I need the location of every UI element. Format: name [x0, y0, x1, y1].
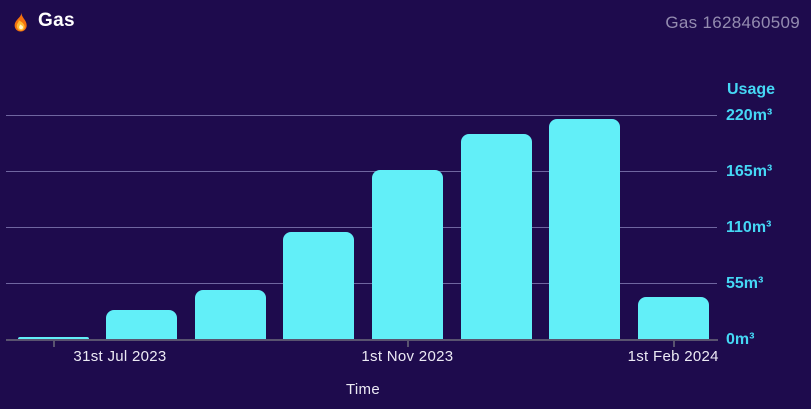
page-title: Gas [38, 10, 75, 31]
gridline [6, 227, 717, 228]
x-axis-title: Time [346, 381, 380, 398]
x-tick-mark [407, 341, 409, 347]
x-axis-line [6, 339, 718, 341]
y-tick-label: 110m³ [726, 219, 772, 236]
usage-bar[interactable] [283, 232, 354, 339]
gridline [6, 171, 717, 172]
y-tick-label: 220m³ [726, 107, 773, 124]
x-tick-mark [673, 341, 675, 347]
usage-bar[interactable] [18, 337, 89, 339]
x-tick-label: 1st Nov 2023 [361, 348, 454, 365]
gridline [6, 115, 717, 116]
widget-header: Gas Gas 1628460509 [0, 0, 811, 44]
y-tick-label: 55m³ [726, 275, 764, 292]
usage-bar[interactable] [461, 134, 532, 339]
usage-bar[interactable] [638, 297, 709, 339]
usage-bar[interactable] [106, 310, 177, 339]
x-tick-mark [53, 341, 55, 347]
usage-bar[interactable] [372, 170, 443, 339]
gridline [6, 283, 717, 284]
usage-bar[interactable] [549, 119, 620, 339]
y-tick-label: 0m³ [726, 331, 755, 348]
usage-bar[interactable] [195, 290, 266, 339]
x-tick-label: 1st Feb 2024 [627, 348, 719, 365]
title-group: Gas [11, 10, 75, 32]
y-tick-label: 165m³ [726, 163, 773, 180]
x-tick-label: 31st Jul 2023 [73, 348, 167, 365]
flame-icon [11, 11, 30, 32]
meter-serial-label: Gas 1628460509 [665, 13, 800, 32]
y-axis-title: Usage [727, 81, 776, 98]
